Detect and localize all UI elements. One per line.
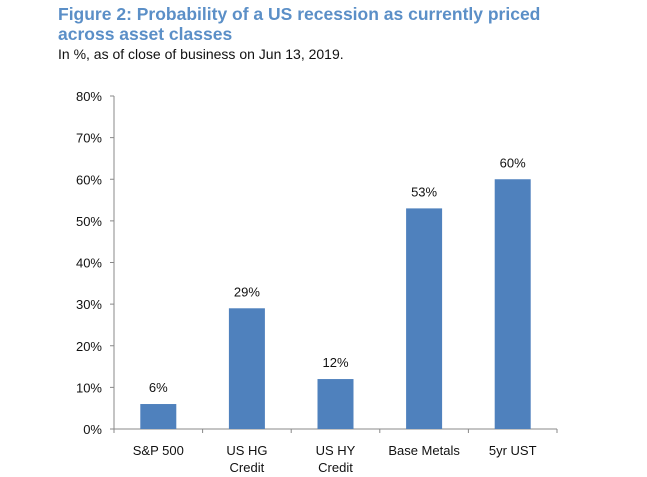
bar [140, 404, 177, 429]
bar [228, 308, 265, 429]
y-tick-label: 10% [76, 380, 102, 395]
x-tick-label: Base Metals [388, 443, 460, 458]
bar [406, 208, 443, 429]
chart-title: Figure 2: Probability of a US recession … [58, 4, 541, 44]
data-label: 6% [149, 380, 168, 395]
y-tick-label: 40% [76, 256, 102, 271]
x-tick-label: S&P 500 [133, 443, 184, 458]
y-tick-label: 70% [76, 131, 102, 146]
y-tick-label: 60% [76, 172, 102, 187]
x-tick-label: US HY [316, 443, 356, 458]
x-tick-label: 5yr UST [489, 443, 537, 458]
y-tick-label: 80% [76, 89, 102, 104]
x-tick-label: US HG [226, 443, 267, 458]
x-tick-label: Credit [230, 460, 265, 475]
bar [494, 179, 531, 429]
y-tick-label: 50% [76, 214, 102, 229]
y-tick-label: 30% [76, 297, 102, 312]
bar [317, 379, 354, 429]
y-tick-label: 20% [76, 339, 102, 354]
data-label: 29% [234, 284, 260, 299]
data-label: 60% [500, 155, 526, 170]
x-tick-label: Credit [318, 460, 353, 475]
chart-subtitle: In %, as of close of business on Jun 13,… [58, 46, 344, 62]
data-label: 53% [411, 184, 437, 199]
data-label: 12% [322, 355, 348, 370]
y-tick-label: 0% [83, 422, 102, 437]
